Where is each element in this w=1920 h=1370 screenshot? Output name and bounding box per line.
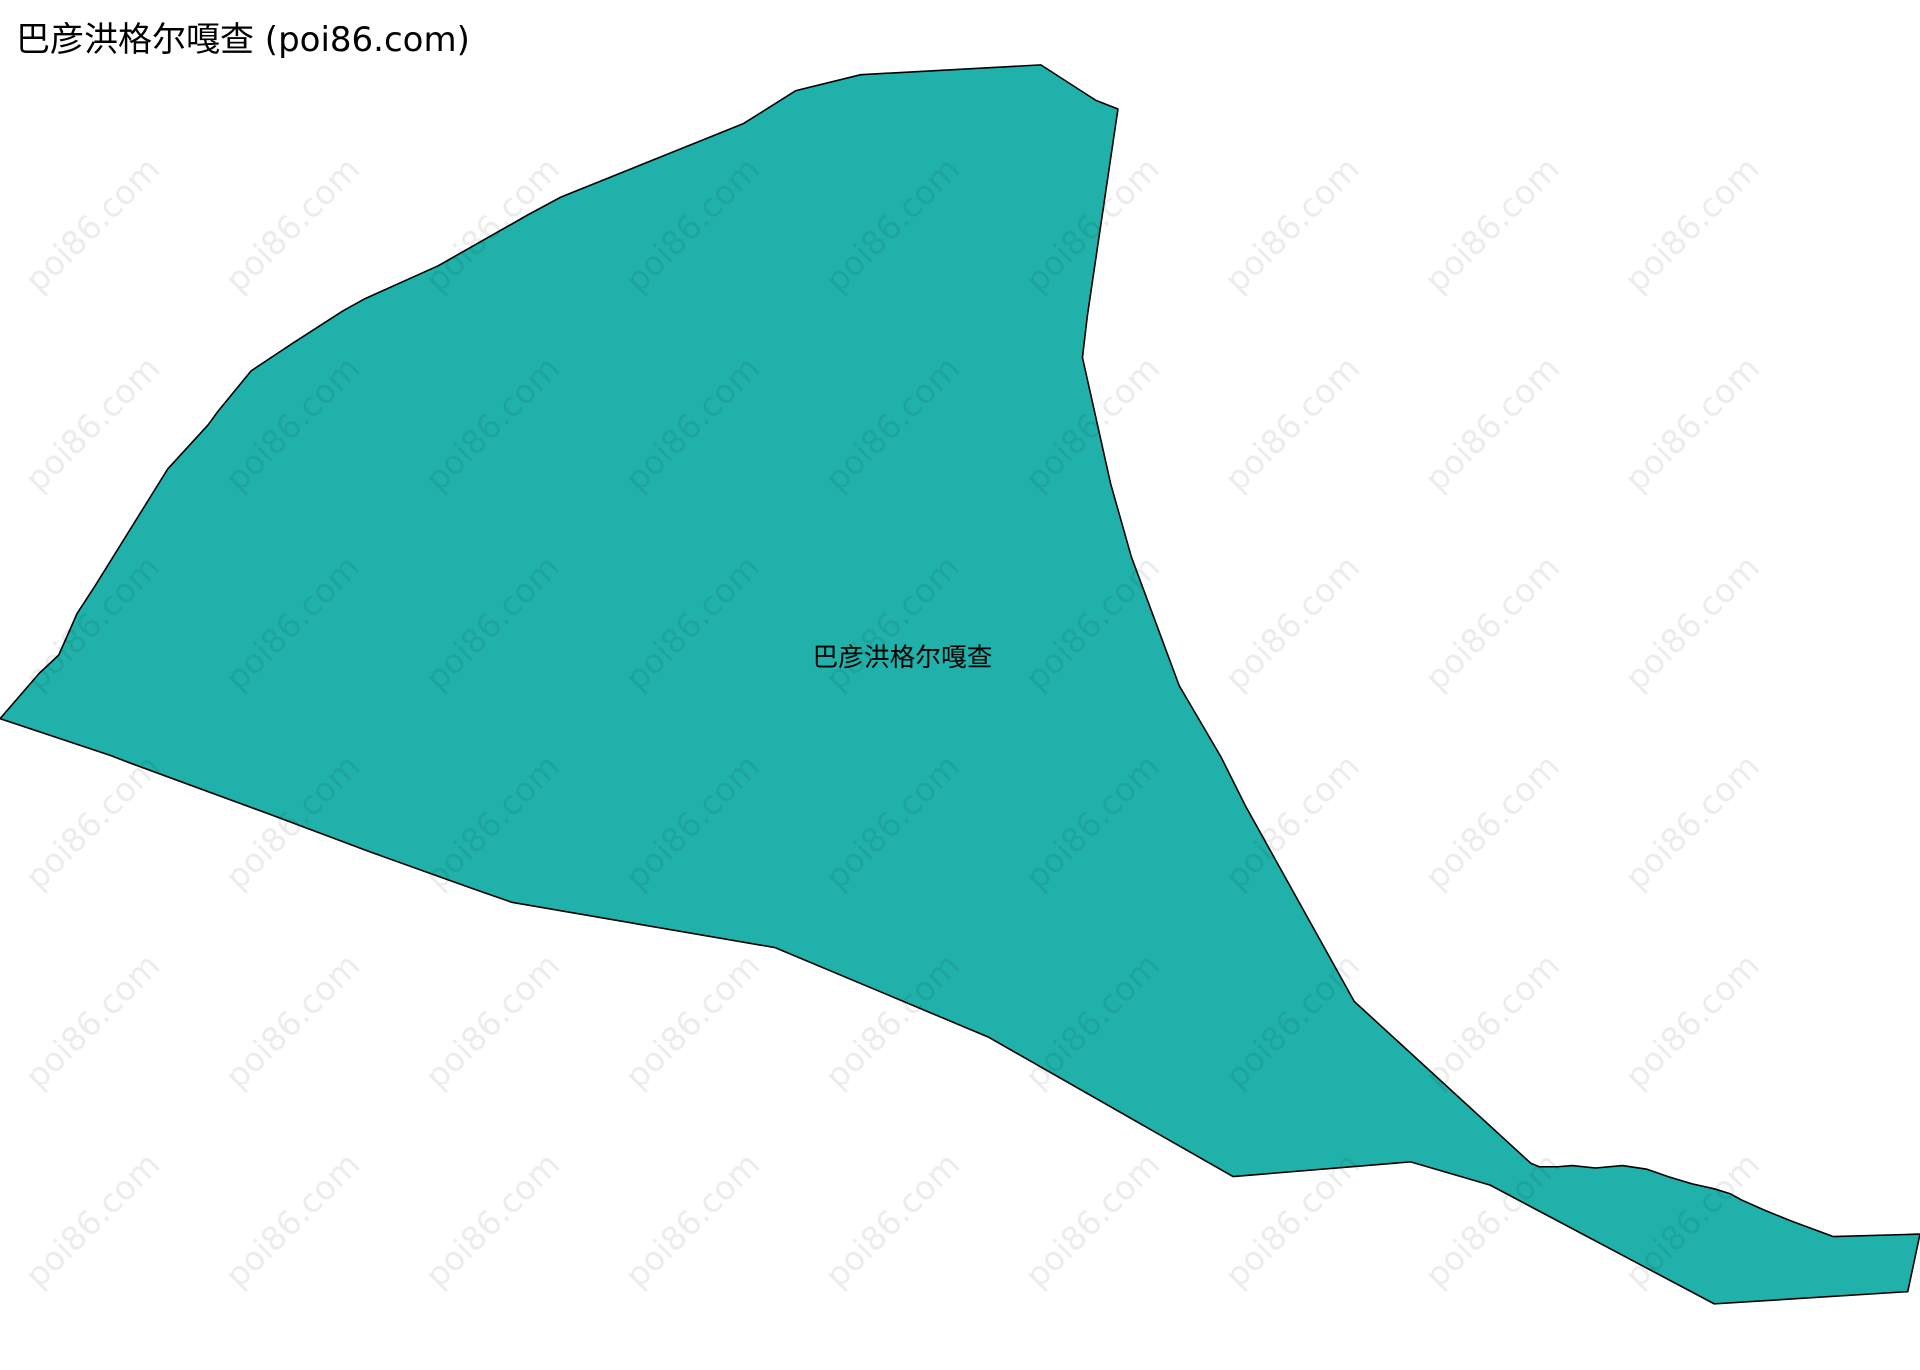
watermark-text: poi86.com [817, 1145, 967, 1295]
watermark-text: poi86.com [217, 1145, 367, 1295]
watermark-text: poi86.com [17, 348, 167, 498]
watermark-text: poi86.com [617, 946, 767, 1096]
watermark-text: poi86.com [17, 149, 167, 299]
watermark-text: poi86.com [1417, 149, 1567, 299]
watermark-text: poi86.com [1417, 548, 1567, 698]
watermark-text: poi86.com [1617, 348, 1767, 498]
watermark-text: poi86.com [417, 1145, 567, 1295]
watermark-text: poi86.com [1617, 548, 1767, 698]
region-label: 巴彦洪格尔嘎查 [812, 643, 992, 673]
map-title: 巴彦洪格尔嘎查 (poi86.com) [16, 20, 470, 60]
watermark-text: poi86.com [1417, 348, 1567, 498]
watermark-text: poi86.com [1217, 348, 1367, 498]
watermark-text: poi86.com [1417, 946, 1567, 1096]
watermark-text: poi86.com [1617, 946, 1767, 1096]
watermark-text: poi86.com [1417, 747, 1567, 897]
region-boundary-polygon[interactable] [0, 64, 1920, 1305]
watermark-text: poi86.com [1217, 149, 1367, 299]
watermark-text: poi86.com [617, 1145, 767, 1295]
watermark-text: poi86.com [17, 946, 167, 1096]
watermark-text: poi86.com [17, 1145, 167, 1295]
watermark-text: poi86.com [217, 149, 367, 299]
watermark-text: poi86.com [217, 946, 367, 1096]
watermark-text: poi86.com [1617, 149, 1767, 299]
watermark-text: poi86.com [17, 747, 167, 897]
watermark-text: poi86.com [1017, 1145, 1167, 1295]
watermark-text: poi86.com [1617, 747, 1767, 897]
watermark-text: poi86.com [417, 946, 567, 1096]
watermark-text: poi86.com [1217, 548, 1367, 698]
